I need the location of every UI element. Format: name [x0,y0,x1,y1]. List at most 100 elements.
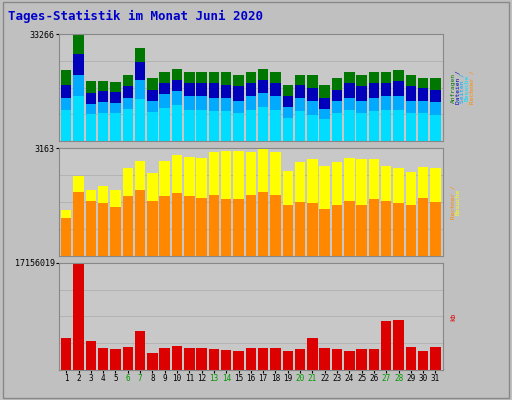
Bar [319,85,330,141]
Bar [332,90,342,141]
Bar [61,70,72,141]
Bar [147,112,158,141]
Text: Seiten /: Seiten / [460,72,465,102]
Bar [418,198,429,256]
Bar [110,92,121,141]
Bar [221,112,231,141]
Bar [356,113,367,141]
Bar [258,106,268,141]
Bar [73,35,84,141]
Bar [418,351,429,370]
Bar [307,75,317,141]
Bar [221,85,231,141]
Bar [369,98,379,141]
Bar [98,91,109,141]
Bar [283,118,293,141]
Bar [356,86,367,141]
Bar [295,98,305,141]
Bar [258,148,268,256]
Bar [184,83,195,141]
Text: Besuche: Besuche [464,74,470,101]
Bar [221,151,231,256]
Bar [258,69,268,141]
Bar [197,83,207,141]
Bar [393,96,404,141]
Bar [332,205,342,256]
Bar [233,101,244,141]
Bar [418,78,429,141]
Bar [393,110,404,141]
Bar [184,157,195,256]
Bar [344,158,355,256]
Bar [356,101,367,141]
Bar [344,98,355,141]
Bar [209,349,219,370]
Bar [147,201,158,256]
Bar [332,162,342,256]
Bar [86,114,96,141]
Bar [197,198,207,256]
Bar [295,350,305,370]
Bar [270,83,281,141]
Bar [406,86,416,141]
Bar [430,115,441,141]
Bar [381,321,392,370]
Bar [122,75,133,141]
Bar [172,346,182,370]
Bar [246,83,256,141]
Bar [160,196,170,256]
Bar [393,70,404,141]
Bar [221,199,231,256]
Bar [332,78,342,141]
Bar [369,350,379,370]
Bar [258,192,268,256]
Bar [122,110,133,141]
Bar [73,75,84,141]
Bar [381,166,392,256]
Bar [172,69,182,141]
Bar [172,193,182,256]
Bar [332,350,342,370]
Bar [270,110,281,141]
Bar [160,72,170,141]
Bar [221,72,231,141]
Bar [393,203,404,256]
Bar [283,171,293,256]
Bar [197,96,207,141]
Bar [110,103,121,141]
Bar [160,348,170,370]
Bar [418,101,429,141]
Bar [430,202,441,256]
Bar [369,112,379,141]
Text: Rechner /: Rechner / [451,185,456,219]
Bar [147,173,158,256]
Bar [381,96,392,141]
Bar [110,190,121,256]
Bar [122,98,133,141]
Bar [209,98,219,141]
Bar [270,152,281,256]
Bar [233,113,244,141]
Bar [258,348,268,370]
Bar [172,105,182,141]
Bar [406,113,416,141]
Bar [344,72,355,141]
Bar [98,102,109,141]
Bar [73,176,84,256]
Bar [147,78,158,141]
Bar [393,168,404,256]
Bar [270,348,281,370]
Bar [110,82,121,141]
Bar [122,86,133,141]
Bar [393,82,404,141]
Bar [418,113,429,141]
Bar [73,54,84,141]
Bar [135,190,145,256]
Bar [61,210,72,256]
Text: Dateien /: Dateien / [455,71,460,104]
Bar [73,192,84,256]
Bar [110,113,121,141]
Bar [406,205,416,256]
Bar [319,209,330,256]
Bar [86,93,96,141]
